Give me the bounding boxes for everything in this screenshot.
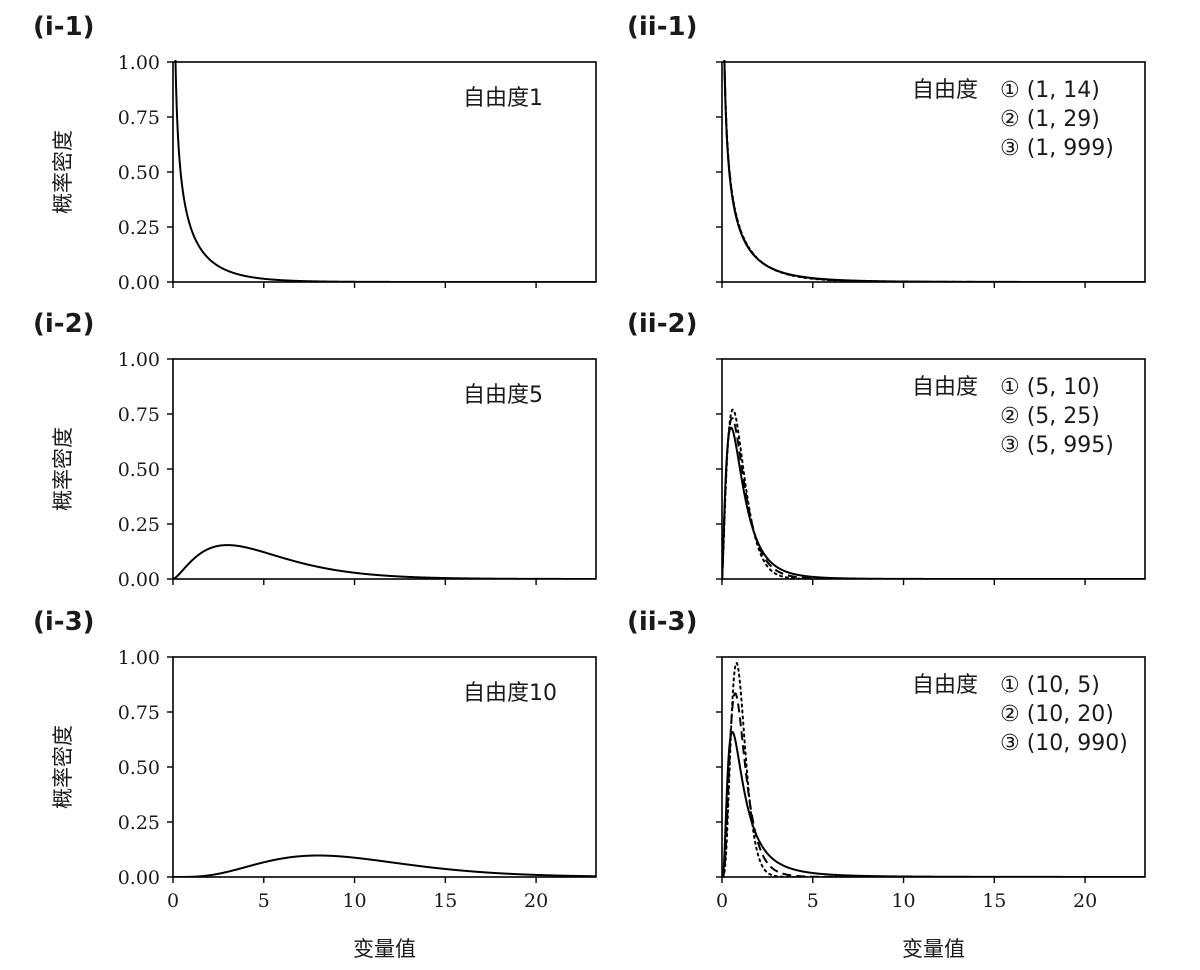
chart-panel: (i-3) 0 5 10 15 20 0.00 0.25 0.50 0.75 1.00 概率密度变量值…	[33, 607, 597, 961]
legend-title: 自由度10	[463, 681, 557, 706]
chart-panel: (ii-3) 0 5 10 15 20 变量值 自由度 ① (10, 5) ② (10, 20) ③…	[627, 607, 1146, 961]
legend-entry: ③ (5, 995)	[1000, 433, 1114, 458]
x-tick-label: 0	[716, 890, 728, 912]
y-tick-label: 0.75	[118, 702, 160, 724]
y-tick-label: 1.00	[118, 349, 160, 371]
x-tick-label: 15	[433, 890, 457, 912]
x-tick-label: 15	[982, 890, 1006, 912]
y-tick-label: 0.00	[118, 272, 160, 294]
y-tick-label: 0.50	[118, 162, 160, 184]
x-tick-label: 5	[258, 890, 270, 912]
legend-entry: ③ (10, 990)	[1000, 731, 1128, 756]
panel-label: (i-2)	[33, 309, 95, 339]
y-tick-label: 0.00	[118, 569, 160, 591]
chart-panel: (ii-1) 自由度 ① (1, 14) ② (1, 29) ③ (1, 999)	[627, 12, 1146, 288]
y-tick-label: 0.50	[118, 757, 160, 779]
legend-entry: ③ (1, 999)	[1000, 136, 1114, 161]
x-axis-title: 变量值	[353, 937, 416, 961]
series-group	[174, 60, 596, 282]
x-tick-label: 5	[807, 890, 819, 912]
y-tick-label: 1.00	[118, 52, 160, 74]
chart-panel: (i-2) 0.00 0.25 0.50 0.75 1.00 概率密度 自由度5	[33, 309, 597, 591]
y-tick-label: 0.25	[118, 514, 160, 536]
panel-label: (i-1)	[33, 12, 95, 42]
x-tick-label: 10	[891, 890, 915, 912]
y-axis-title: 概率密度	[51, 427, 75, 511]
series-group	[173, 544, 596, 579]
series-line	[174, 60, 596, 282]
y-tick-label: 0.50	[118, 459, 160, 481]
legend-entry: ② (5, 25)	[1000, 404, 1100, 429]
series-line	[173, 854, 596, 877]
panel-label: (ii-3)	[627, 607, 697, 637]
legend-entry: ① (10, 5)	[1000, 673, 1100, 698]
y-tick-label: 0.75	[118, 107, 160, 129]
chart-panel: (ii-2) 自由度 ① (5, 10) ② (5, 25) ③ (5, 995)	[627, 309, 1146, 585]
series-group	[173, 854, 596, 877]
y-axis-title: 概率密度	[51, 725, 75, 809]
y-tick-label: 0.25	[118, 217, 160, 239]
legend-title: 自由度	[912, 375, 978, 400]
legend-title: 自由度	[912, 673, 978, 698]
panel-label: (i-3)	[33, 607, 95, 637]
panel-label: (ii-1)	[627, 12, 697, 42]
legend-entry: ① (1, 14)	[1000, 78, 1100, 103]
y-axis-title: 概率密度	[51, 130, 75, 214]
y-tick-label: 0.00	[118, 867, 160, 889]
series-line	[173, 544, 596, 579]
x-tick-label: 10	[342, 890, 366, 912]
legend-entry: ② (10, 20)	[1000, 702, 1114, 727]
y-tick-label: 0.75	[118, 404, 160, 426]
series-line	[723, 60, 1145, 282]
chart-panel: (i-1) 0.00 0.25 0.50 0.75 1.00 概率密度 自由度1	[33, 12, 597, 294]
panel-label: (ii-2)	[627, 309, 697, 339]
y-tick-label: 1.00	[118, 647, 160, 669]
series-line	[722, 692, 1145, 877]
legend-title: 自由度5	[463, 383, 543, 408]
x-tick-label: 0	[167, 890, 179, 912]
legend-entry: ① (5, 10)	[1000, 375, 1100, 400]
legend-entry: ② (1, 29)	[1000, 107, 1100, 132]
y-tick-label: 0.25	[118, 812, 160, 834]
x-tick-label: 20	[524, 890, 548, 912]
legend-title: 自由度1	[463, 86, 543, 111]
x-tick-label: 20	[1073, 890, 1097, 912]
x-axis-title: 变量值	[902, 937, 965, 961]
legend-title: 自由度	[912, 78, 978, 103]
